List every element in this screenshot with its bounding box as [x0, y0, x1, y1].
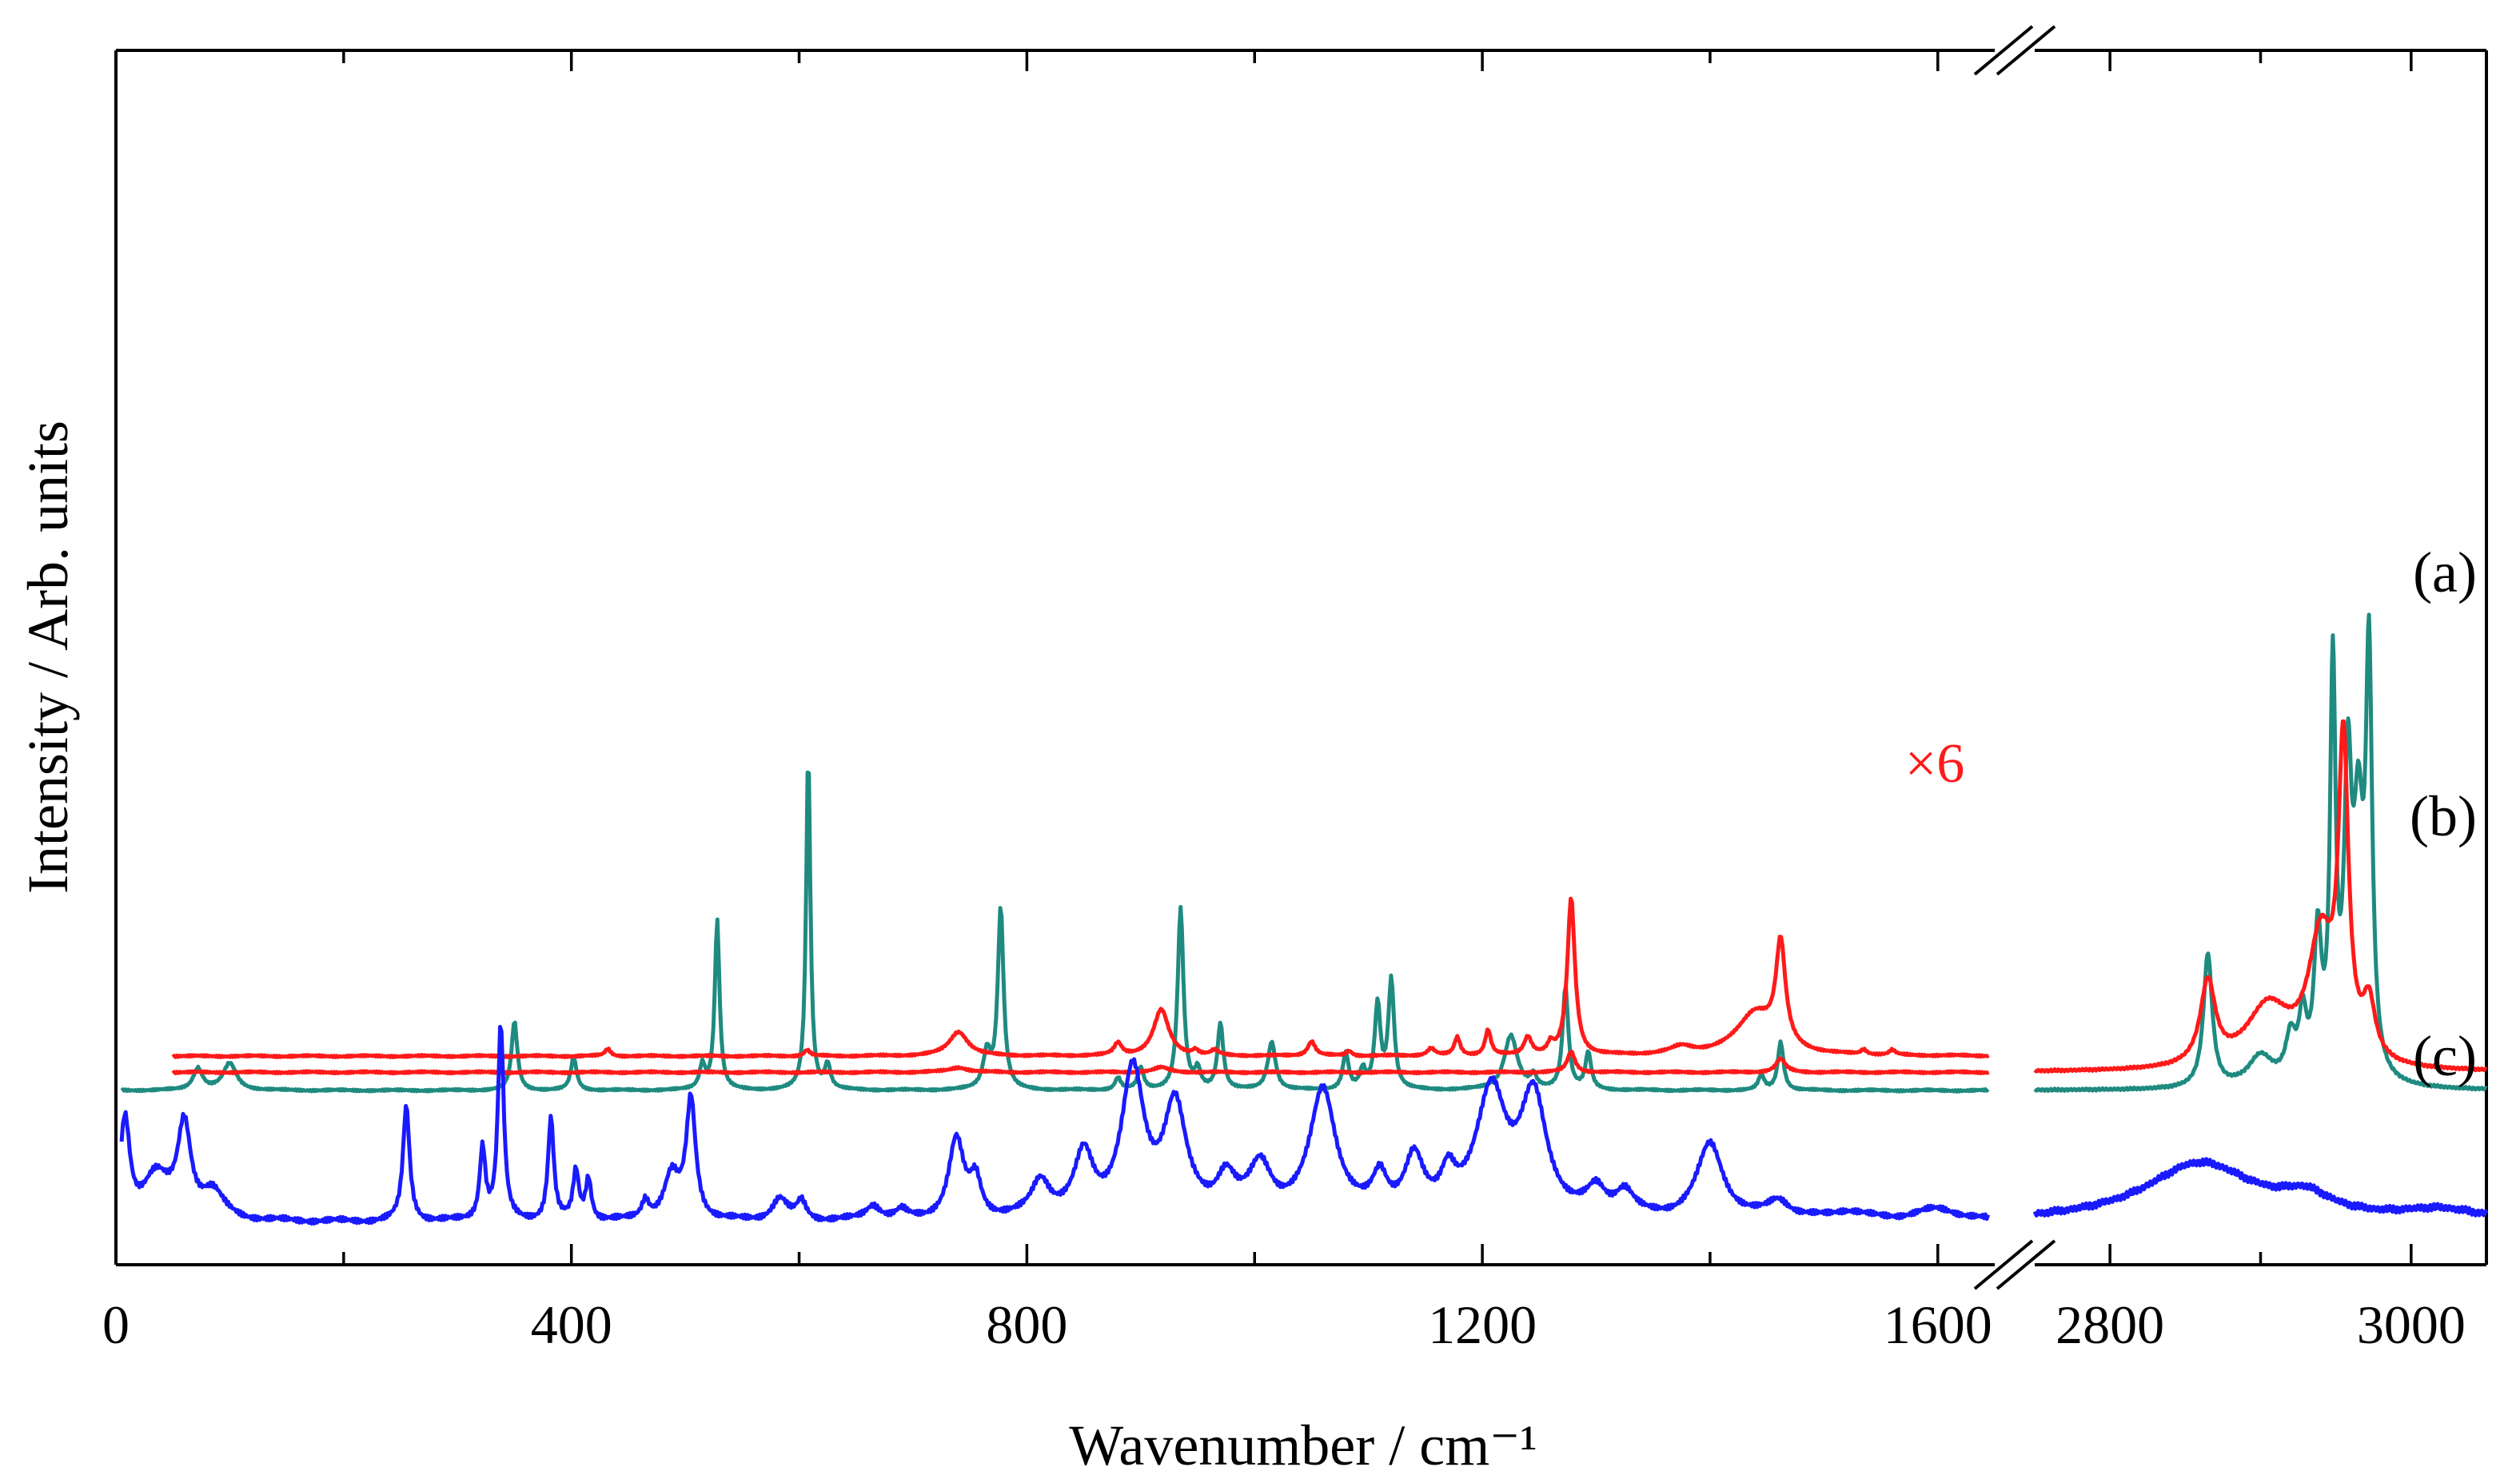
- x-tick-label: 1200: [1428, 1294, 1537, 1355]
- axis-break-slash: [1973, 1239, 2034, 1290]
- series-line-b-right: [2033, 719, 2488, 1074]
- series-label: (c): [2413, 1024, 2477, 1088]
- series-line-b-left: [171, 1050, 1990, 1076]
- series-line-b6-left: [171, 896, 1990, 1059]
- chart-labels: Wavenumber / cm⁻¹ Intensity / Arb. units (…: [16, 421, 2477, 1477]
- x-tick-label: 1600: [1884, 1294, 1992, 1355]
- axis-break-slash: [1996, 25, 2056, 76]
- x-tick-label: 3000: [2357, 1294, 2466, 1355]
- series-line-a-right: [2033, 612, 2488, 1093]
- series-line-c-right: [2032, 1157, 2489, 1218]
- y-axis-title: Intensity / Arb. units: [16, 421, 80, 894]
- axis-break-slash: [1973, 25, 2034, 76]
- x-tick-label: 2800: [2055, 1294, 2164, 1355]
- axis-break-marks: [1973, 25, 2056, 1290]
- x-tick-label: 800: [986, 1294, 1067, 1355]
- axes-frame: [114, 49, 2488, 1266]
- x-tick-label: 0: [102, 1294, 130, 1355]
- spectra-series: [119, 612, 2489, 1226]
- x-axis-title: Wavenumber / cm⁻¹: [1069, 1413, 1537, 1477]
- axis-break-slash: [1996, 1239, 2056, 1290]
- series-line-c-left: [119, 1025, 1991, 1226]
- series-label: (b): [2410, 784, 2477, 848]
- series-line-a-left: [120, 770, 1990, 1094]
- x-tick-label: 400: [531, 1294, 612, 1355]
- series-label: (a): [2413, 540, 2477, 604]
- x-axis-ticks: 0 400 800 1200 1600 2800 3000: [102, 50, 2466, 1355]
- scale-annotation: ×6: [1905, 733, 1964, 795]
